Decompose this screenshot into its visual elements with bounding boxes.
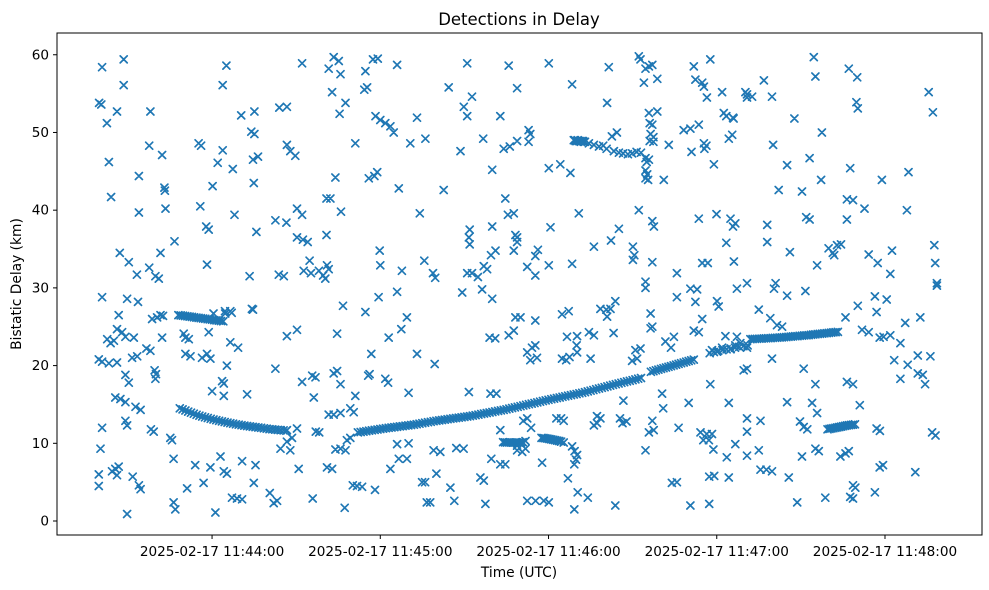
y-tick-label: 40: [32, 203, 49, 219]
y-tick-label: 30: [32, 280, 49, 296]
y-tick-label: 50: [32, 125, 49, 141]
y-tick-label: 20: [32, 358, 49, 374]
scatter-points: [94, 51, 942, 519]
x-tick-label: 2025-02-17 11:47:00: [645, 544, 789, 560]
x-axis-label: Time (UTC): [480, 565, 557, 581]
x-tick-group: 2025-02-17 11:44:00 2025-02-17 11:45:00 20…: [140, 535, 957, 560]
y-tick-label: 0: [40, 514, 49, 530]
axes-frame: [56, 32, 983, 536]
chart-title: Detections in Delay: [438, 10, 600, 29]
series-track-10km: [498, 433, 582, 469]
x-tick-label: 2025-02-17 11:48:00: [813, 544, 957, 560]
series-track-49km: [569, 129, 658, 167]
series-track-12km: [823, 419, 860, 434]
series-track-26km: [147, 304, 257, 326]
y-tick-label: 10: [32, 436, 49, 452]
y-tick-label: 60: [32, 47, 49, 63]
x-tick-label: 2025-02-17 11:46:00: [476, 544, 620, 560]
x-tick-label: 2025-02-17 11:45:00: [308, 544, 452, 560]
y-axis-label: Bistatic Delay (km): [9, 218, 25, 350]
series-main-track-u-curve: [175, 327, 843, 437]
series-clutter: [94, 51, 942, 519]
x-tick-label: 2025-02-17 11:44:00: [140, 544, 284, 560]
y-tick-group: 0 10 20 30 40 50 60: [32, 47, 57, 530]
